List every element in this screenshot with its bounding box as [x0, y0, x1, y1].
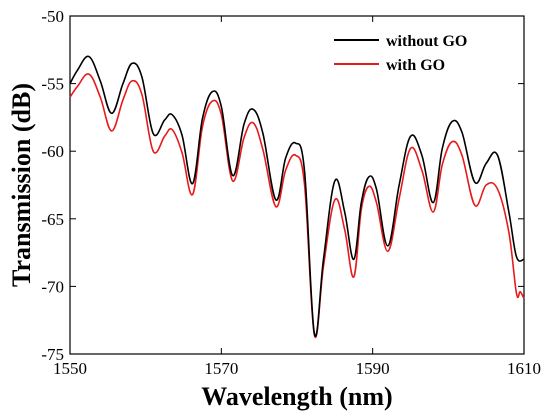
y-axis-label: Transmission (dB) — [7, 83, 36, 287]
y-tick-labels: -50 -55 -60 -65 -70 -75 — [41, 7, 64, 364]
y-tick-label: -60 — [41, 142, 64, 161]
y-tick-label: -70 — [41, 277, 64, 296]
series-group — [69, 55, 525, 339]
x-tick-labels: 1550 1570 1590 1610 — [53, 359, 541, 378]
legend-label-without-go: without GO — [386, 33, 467, 50]
x-tick-label: 1550 — [53, 359, 87, 378]
plot-area-frame — [69, 15, 525, 355]
y-tick-label: -65 — [41, 210, 64, 229]
x-tick-label: 1610 — [507, 359, 541, 378]
y-tick-label: -75 — [41, 345, 64, 364]
x-axis-label: Wavelength (nm) — [201, 382, 392, 411]
legend-label-with-go: with GO — [386, 57, 445, 74]
x-tick-label: 1570 — [204, 359, 238, 378]
y-tick-label: -55 — [41, 75, 64, 94]
axis-ticks — [69, 15, 525, 355]
y-tick-label: -50 — [41, 7, 64, 26]
legend: without GO with GO — [334, 33, 467, 74]
x-tick-label: 1590 — [356, 359, 390, 378]
series-line-without-go — [69, 55, 525, 337]
